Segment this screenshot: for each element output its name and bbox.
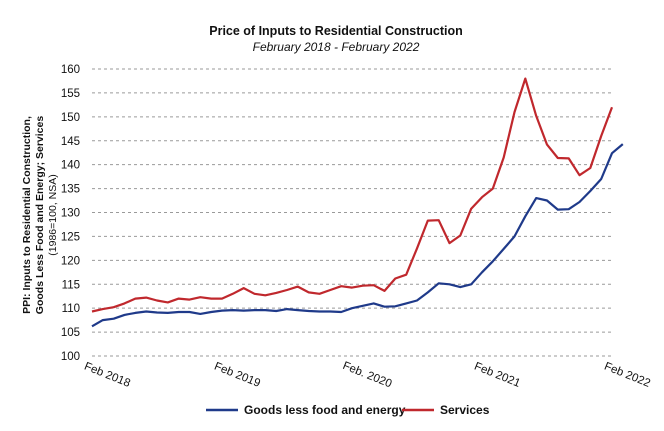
y-tick-label: 140 (61, 160, 80, 172)
y-tick-label: 115 (62, 279, 80, 291)
y-tick-label: 150 (61, 112, 80, 124)
x-tick-label: Feb 2021 (472, 361, 522, 390)
x-tick-label: Feb 2022 (602, 361, 652, 390)
y-tick-label: 160 (61, 64, 80, 76)
x-tick-label: Feb. 2020 (341, 360, 394, 391)
legend-label-goods: Goods less food and energy (244, 403, 406, 417)
chart-subtitle: February 2018 - February 2022 (253, 40, 420, 54)
y-tick-label: 125 (61, 231, 80, 243)
legend: Goods less food and energy Services (206, 403, 490, 417)
y-tick-label: 145 (61, 136, 80, 148)
y-tick-label: 105 (61, 327, 80, 339)
y-tick-label: 130 (61, 208, 80, 220)
y-tick-label: 135 (61, 184, 80, 196)
y-tick-label: 120 (61, 255, 80, 267)
y-tick-label: 110 (62, 303, 80, 315)
chart-title: Price of Inputs to Residential Construct… (209, 24, 463, 38)
series-line-goods (91, 143, 624, 328)
series-lines (91, 77, 624, 328)
x-axis-ticks: Feb 2018 Feb 2019 Feb. 2020 Feb 2021 Feb 202… (82, 360, 652, 391)
x-tick-label: Feb 2019 (212, 361, 262, 390)
y-axis-label: PPI: Inputs to Residential Construction,… (21, 116, 59, 315)
y-axis-label-line3: (1986=100, NSA) (47, 174, 59, 255)
y-axis-label-line1: PPI: Inputs to Residential Construction, (21, 116, 33, 314)
y-axis-ticks: 160 155 150 145 140 135 130 125 120 115 110 105 100 (61, 64, 80, 363)
legend-label-services: Services (440, 403, 490, 417)
series-line-services (91, 77, 614, 313)
y-axis-label-line2: Goods Less Food and Energy; Services (34, 116, 46, 315)
gridlines (92, 68, 612, 357)
y-tick-label: 100 (61, 351, 80, 363)
y-tick-label: 155 (61, 88, 80, 100)
x-tick-label: Feb 2018 (82, 361, 132, 390)
